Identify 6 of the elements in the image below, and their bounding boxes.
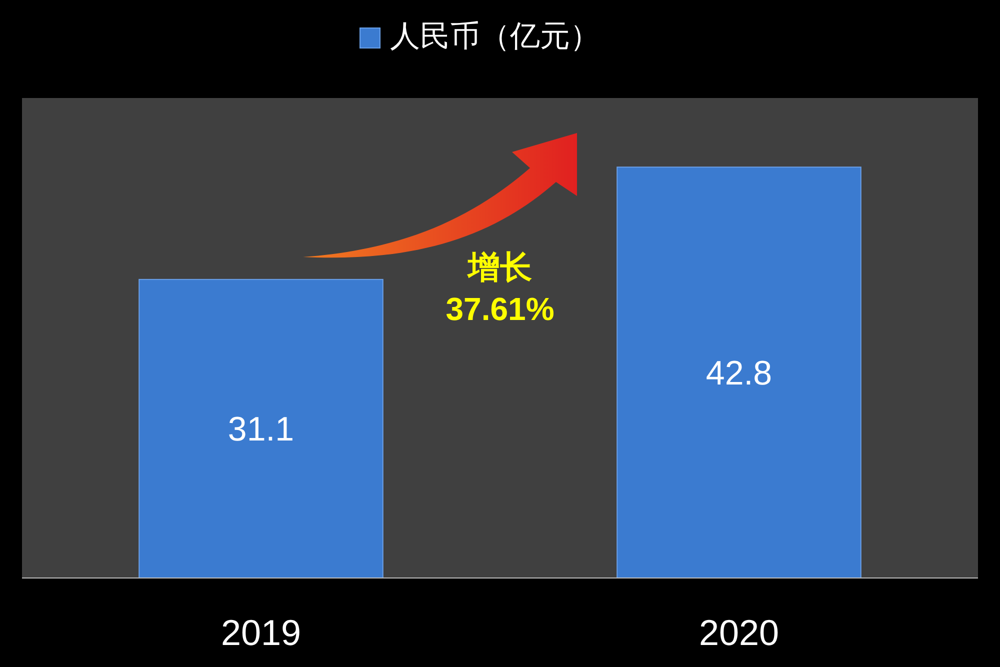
- x-tick-label: 2020: [698, 612, 780, 653]
- data-label: 42.8: [706, 354, 772, 393]
- x-tick-label: 2019: [220, 612, 302, 653]
- annotation: 增长 37.61%: [446, 249, 554, 327]
- legend-label: 人民币（亿元）: [390, 20, 600, 53]
- data-label: 31.1: [228, 410, 294, 449]
